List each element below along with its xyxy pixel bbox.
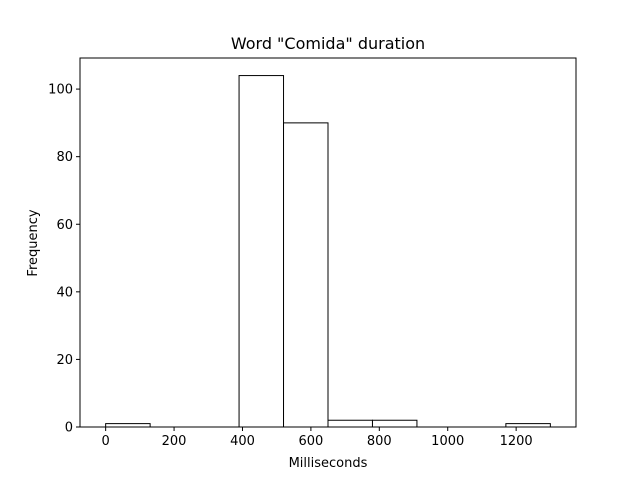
histogram-bar-0 (105, 423, 151, 428)
x-tick-label: 0 (102, 434, 110, 449)
x-ticks-group: 0 200 400 600 800 1000 1200 (102, 427, 533, 449)
chart-title: Word "Comida" duration (231, 34, 425, 53)
y-tick-label: 0 (65, 421, 73, 436)
y-ticks-group: 0 20 40 60 80 100 (48, 83, 80, 436)
x-tick-label: 1000 (431, 434, 464, 449)
histogram-bar-3 (238, 75, 285, 428)
histogram-bar-9 (505, 423, 551, 428)
histogram-bar-4 (283, 122, 329, 428)
y-tick-label: 100 (48, 83, 73, 98)
y-tick-label: 80 (56, 150, 73, 165)
x-tick-label: 600 (298, 434, 323, 449)
x-tick-label: 800 (367, 434, 392, 449)
y-tick-label: 20 (56, 353, 73, 368)
y-axis-label: Frequency (26, 209, 41, 276)
plot-frame (79, 57, 577, 428)
x-tick-label: 400 (230, 434, 255, 449)
histogram-bar-6 (371, 419, 418, 428)
x-tick-label: 200 (162, 434, 187, 449)
y-tick-label: 40 (56, 285, 73, 300)
bars-group (105, 75, 551, 428)
x-tick-label: 1200 (500, 434, 533, 449)
histogram-bar-5 (327, 419, 373, 428)
x-axis-label: Milliseconds (289, 456, 368, 471)
y-tick-label: 60 (56, 218, 73, 233)
